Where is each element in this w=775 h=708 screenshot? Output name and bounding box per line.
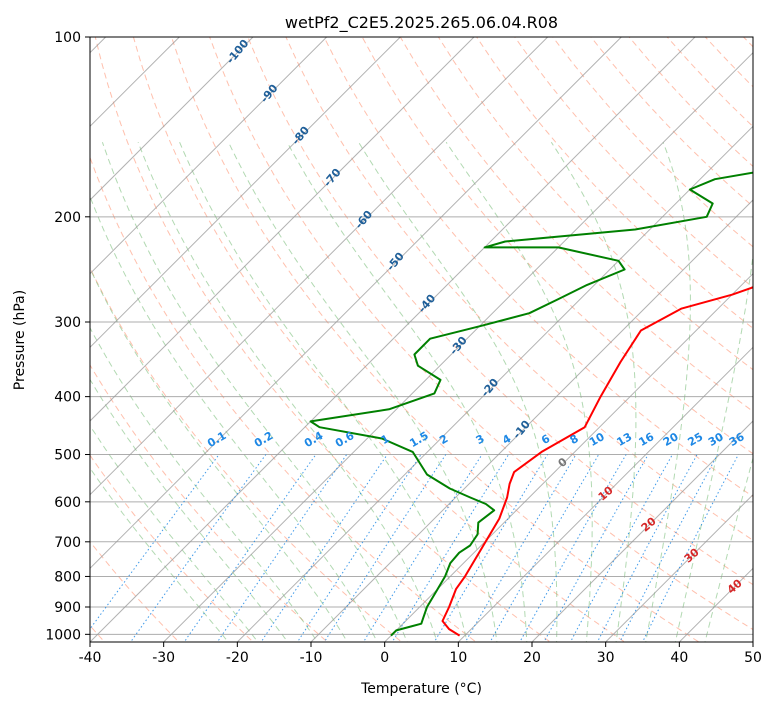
x-tick-label: 40 xyxy=(670,650,688,666)
y-tick-label: 800 xyxy=(54,569,81,585)
x-tick-label: 0 xyxy=(380,650,389,666)
x-tick-label: -20 xyxy=(226,650,249,666)
dry-adiabat-line xyxy=(285,37,753,541)
dewpoint-profile xyxy=(309,171,753,637)
temperature-profile xyxy=(441,286,753,637)
isotherm-line xyxy=(236,125,753,642)
x-tick-label: 20 xyxy=(523,650,541,666)
y-tick-label: 400 xyxy=(54,390,81,406)
mixing-ratio-line xyxy=(433,454,548,642)
mixing-ratio-line xyxy=(129,454,267,642)
mixing-ratio-line xyxy=(619,454,719,642)
isotherm-line xyxy=(90,37,254,201)
mixing-ratio-line xyxy=(216,454,348,642)
mixing-ratio-line xyxy=(296,454,422,642)
chart-title: wetPf2_C2E5.2025.265.06.04.R08 xyxy=(285,13,558,33)
isotherm-line xyxy=(90,37,696,642)
isotherm-line xyxy=(90,37,401,349)
dry-adiabat-line xyxy=(94,37,552,642)
x-tick-label: -40 xyxy=(79,650,102,666)
y-tick-label: 700 xyxy=(54,535,81,551)
isotherm-line xyxy=(531,420,753,642)
background-reference-lines xyxy=(90,37,753,642)
dry-adiabat-line xyxy=(247,37,753,586)
y-tick-label: 1000 xyxy=(45,627,81,643)
x-tick-label: 30 xyxy=(597,650,615,666)
isotherm-line xyxy=(90,37,622,570)
mixing-ratio-line xyxy=(391,454,510,642)
dry-adiabat-line xyxy=(90,454,254,642)
axes: -40 -30 -20 -10 0 10 20 30 40 50 100 200 300 400 500 60… xyxy=(45,30,762,666)
y-tick-label: 600 xyxy=(54,495,81,511)
dry-adiabat-line xyxy=(171,37,700,642)
isotherm-line xyxy=(90,37,549,496)
mixing-ratio-line xyxy=(323,454,447,642)
y-tick-label: 100 xyxy=(54,30,81,46)
x-tick-label: 10 xyxy=(449,650,467,666)
mixing-ratio-line xyxy=(464,454,577,642)
mixing-ratio-line xyxy=(569,454,673,642)
mixing-ratio-line xyxy=(183,454,317,642)
mixing-ratio-line xyxy=(90,454,220,630)
y-tick-label: 300 xyxy=(54,315,81,331)
dry-adiabat-line xyxy=(132,37,626,642)
isotherm-line xyxy=(457,346,753,642)
dry-adiabat-line xyxy=(209,37,753,631)
mixing-ratio-line xyxy=(596,454,698,642)
isotherm-line xyxy=(605,493,753,642)
isotherm-line xyxy=(90,37,328,275)
mixing-ratio-line xyxy=(362,454,483,642)
y-tick-label: 500 xyxy=(54,448,81,464)
dry-adiabat-line xyxy=(90,364,329,642)
x-axis-label: Temperature (°C) xyxy=(360,681,482,697)
y-axis-label: Pressure (hPa) xyxy=(12,290,28,390)
mixing-ratio-line xyxy=(260,454,388,642)
x-tick-label: -30 xyxy=(152,650,175,666)
x-tick-label: 50 xyxy=(744,650,762,666)
plot-frame xyxy=(89,36,754,643)
x-tick-label: -10 xyxy=(300,650,323,666)
isotherm-line xyxy=(163,51,753,642)
dry-adiabat-line xyxy=(514,37,753,289)
y-tick-label: 900 xyxy=(54,600,81,616)
sounding-profiles xyxy=(309,171,753,637)
y-tick-label: 200 xyxy=(54,210,81,226)
isotherm-line xyxy=(90,37,475,422)
isotherm-line xyxy=(310,199,753,642)
